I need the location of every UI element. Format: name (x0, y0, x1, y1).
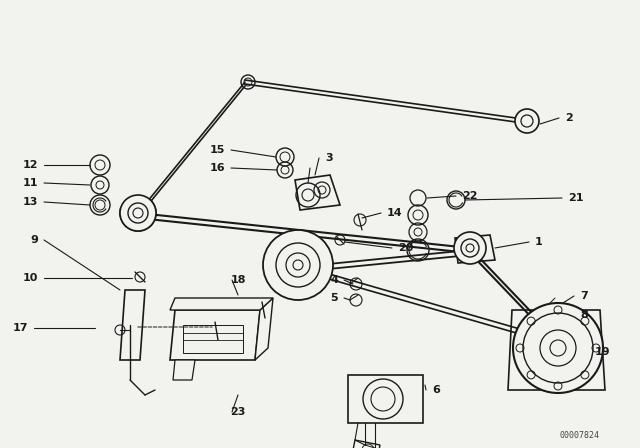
Circle shape (363, 379, 403, 419)
Text: 23: 23 (230, 407, 246, 417)
Text: 9: 9 (30, 235, 38, 245)
Text: 1: 1 (535, 237, 543, 247)
Text: 22: 22 (462, 191, 477, 201)
Polygon shape (508, 310, 605, 390)
Text: 12: 12 (22, 160, 38, 170)
Text: 10: 10 (22, 273, 38, 283)
Circle shape (515, 109, 539, 133)
Polygon shape (455, 235, 495, 263)
Text: 18: 18 (230, 275, 246, 285)
Text: 6: 6 (432, 385, 440, 395)
Polygon shape (295, 175, 340, 210)
Polygon shape (255, 298, 273, 360)
Polygon shape (170, 298, 273, 310)
Text: 13: 13 (22, 197, 38, 207)
Text: 15: 15 (210, 145, 225, 155)
Circle shape (454, 232, 486, 264)
Text: 16: 16 (209, 163, 225, 173)
Text: 17: 17 (13, 323, 28, 333)
Polygon shape (173, 360, 195, 380)
Polygon shape (120, 290, 145, 360)
Bar (348, 375, 423, 423)
Bar (183, 325, 243, 353)
Text: 3: 3 (325, 153, 333, 163)
Circle shape (513, 303, 603, 393)
Text: 21: 21 (568, 193, 584, 203)
Text: 19: 19 (595, 347, 611, 357)
Text: 8: 8 (580, 310, 588, 320)
Text: 5: 5 (330, 293, 338, 303)
Polygon shape (170, 310, 260, 360)
Text: 4: 4 (330, 275, 338, 285)
Polygon shape (353, 440, 380, 448)
Text: 00007824: 00007824 (560, 431, 600, 439)
Text: 14: 14 (387, 208, 403, 218)
Circle shape (120, 195, 156, 231)
Text: 7: 7 (580, 291, 588, 301)
Text: 11: 11 (22, 178, 38, 188)
Text: 20: 20 (398, 243, 413, 253)
Circle shape (263, 230, 333, 300)
Text: 2: 2 (565, 113, 573, 123)
